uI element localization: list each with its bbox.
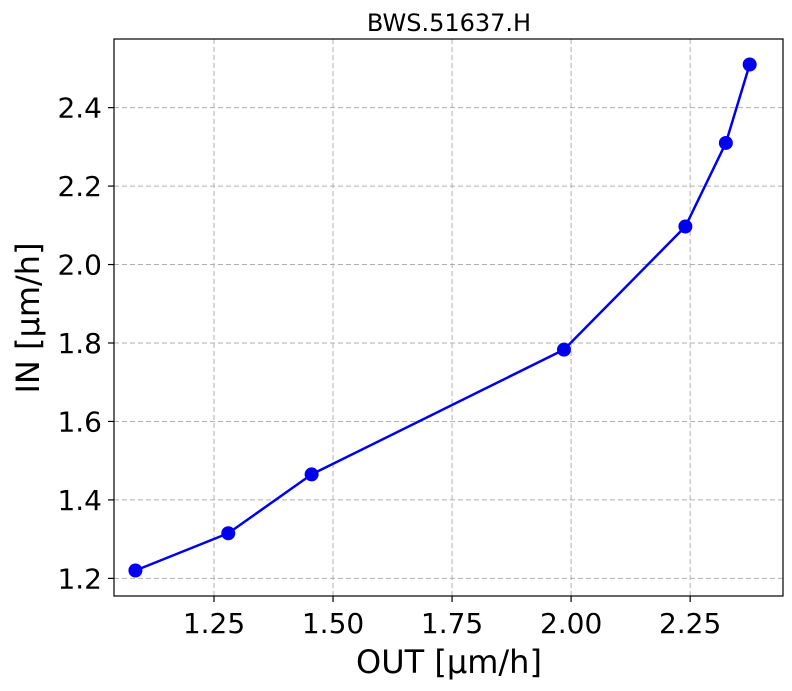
y-tick-label: 1.8 bbox=[57, 327, 102, 360]
data-point bbox=[128, 563, 143, 578]
x-tick-label: 2.25 bbox=[659, 607, 721, 640]
y-tick-label: 1.2 bbox=[57, 562, 102, 595]
y-tick-label: 2.2 bbox=[57, 170, 102, 203]
x-tick-label: 2.00 bbox=[540, 607, 602, 640]
y-axis-label: IN [µm/h] bbox=[9, 242, 47, 393]
data-point bbox=[304, 467, 319, 482]
series-layer bbox=[128, 57, 757, 578]
series-line bbox=[134, 64, 751, 572]
x-tick-label: 1.25 bbox=[183, 607, 245, 640]
x-tick-label: 1.75 bbox=[421, 607, 483, 640]
tick-layer: 1.25 1.50 1.75 2.00 2.25 1.2 1.4 1.6 1.8 2.0 2.2 2.… bbox=[57, 92, 721, 640]
chart-title: BWS.51637.H bbox=[367, 9, 531, 37]
data-point bbox=[556, 342, 571, 357]
y-tick-label: 1.4 bbox=[57, 484, 102, 517]
x-axis-label: OUT [µm/h] bbox=[356, 643, 542, 681]
data-point bbox=[742, 57, 757, 72]
y-tick-label: 1.6 bbox=[57, 405, 102, 438]
plot-frame bbox=[113, 38, 784, 597]
data-point bbox=[718, 135, 733, 150]
x-tick-label: 1.50 bbox=[302, 607, 364, 640]
data-point bbox=[678, 219, 693, 234]
grid-lines bbox=[114, 39, 783, 596]
y-tick-label: 2.0 bbox=[57, 249, 102, 282]
data-point bbox=[221, 526, 236, 541]
y-tick-label: 2.4 bbox=[57, 92, 102, 125]
